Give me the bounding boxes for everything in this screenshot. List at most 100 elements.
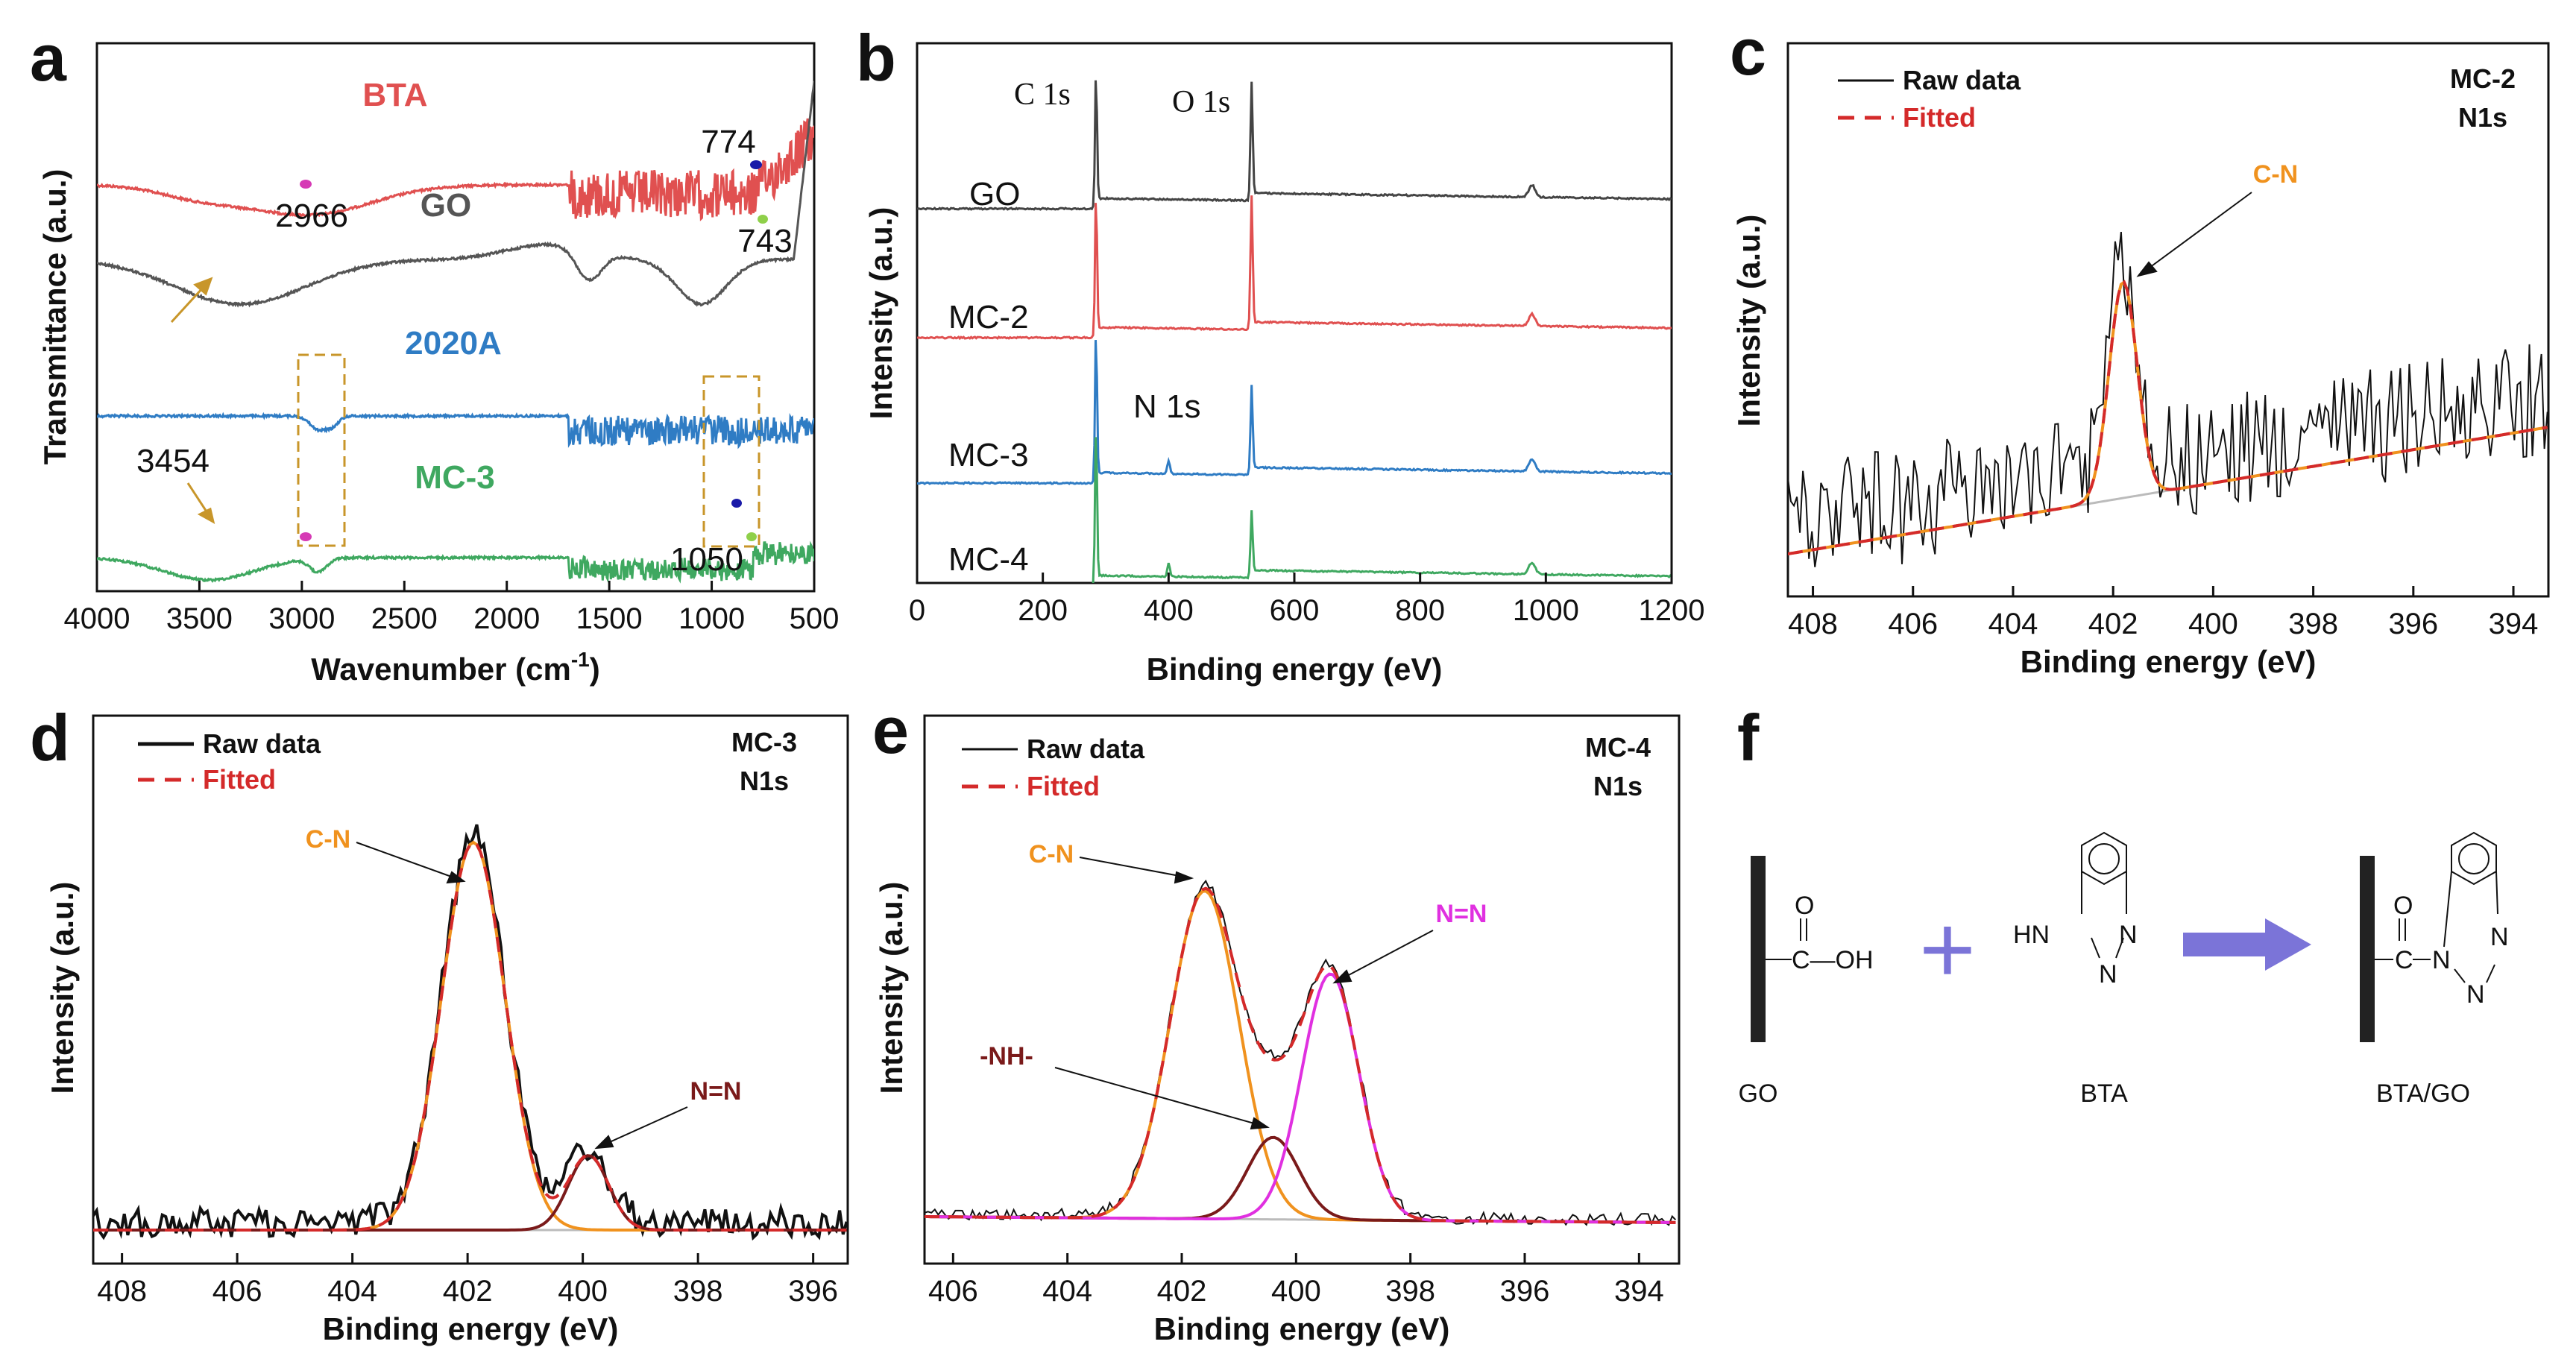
arrow-mc3-3454-head [197, 507, 215, 524]
peak-arrow-d-cn-head [446, 871, 466, 884]
legend-fit-label: Fitted [1903, 102, 1976, 133]
series-line-a-mc-3 [97, 540, 814, 584]
peak-arrow-d-nn [594, 1106, 688, 1150]
arrows-a [170, 277, 215, 524]
series-line-b-mc-4 [1092, 437, 1672, 583]
peak-label-e-nn: N=N [1436, 900, 1487, 928]
peak-arrow-e-cn [1079, 857, 1194, 884]
peak-arrow-d-cn [356, 842, 466, 884]
peak-arrow-e-nn [1332, 930, 1434, 984]
product-bond-left [2443, 871, 2452, 948]
y-axis-title-b: Intensity (a.u.) [863, 207, 898, 420]
bta-bond-hn-n [2091, 937, 2100, 959]
x-tick-label: 398 [673, 1275, 723, 1308]
x-tick-label: 404 [1988, 608, 2038, 640]
peak-arrow-c-line [2138, 192, 2252, 277]
x-tick-label: 3500 [166, 602, 233, 635]
x-tick-label: 406 [1888, 608, 1938, 640]
product-sheet [2360, 856, 2375, 1042]
x-axis-title-b: Binding energy (eV) [1147, 652, 1443, 687]
arrow-go-oh-head [193, 277, 213, 296]
x-axis-a: 4000 3500 3000 2500 2000 1500 1000 500 [64, 581, 840, 635]
series-label-bta: BTA [362, 77, 427, 113]
x-tick-label: 500 [790, 602, 840, 635]
peak-label-c-cn: C-N [2253, 160, 2298, 189]
y-axis-title-e: Intensity (a.u.) [874, 882, 909, 1094]
label-n1s: N 1s [1133, 388, 1200, 425]
raw-data-line-d [93, 824, 848, 1241]
x-tick-label: 402 [1157, 1275, 1207, 1308]
x-tick-label: 4000 [64, 602, 130, 635]
sample-label-c: MC-2 [2450, 63, 2516, 94]
region-label-d: N1s [740, 766, 789, 796]
x-tick-label: 396 [788, 1275, 838, 1308]
marker-2966-mc3 [300, 532, 312, 541]
peak-component-e-1 [925, 1135, 1676, 1224]
product-benzene-ring [2451, 831, 2497, 886]
x-tick-label: 406 [928, 1275, 978, 1308]
annotation-774: 774 [701, 124, 755, 160]
peak-arrow-d-nn-line [596, 1106, 688, 1149]
peak-arrow-e-nh [1054, 1067, 1270, 1130]
product-aromatic-circle [2458, 843, 2490, 874]
product-bta-ring [2443, 831, 2498, 983]
x-tick-label: 400 [2188, 608, 2238, 640]
panel-label-c: c [1730, 15, 1766, 89]
fitted-line-c [1788, 280, 2548, 555]
region-label-e: N1s [1593, 771, 1643, 801]
label-c1s: C 1s [1014, 78, 1071, 112]
panel-label-b: b [856, 21, 896, 95]
x-tick-label: 1000 [1513, 594, 1579, 627]
reaction-scheme: C—OH O GO + HN N N BTA C O [1739, 831, 2509, 1108]
x-tick-label: 400 [558, 1275, 608, 1308]
x-tick-label: 394 [2489, 608, 2539, 640]
go-label: GO [1739, 1079, 1778, 1108]
reaction-arrow-shaft [2183, 933, 2265, 956]
series-label-b-mc4: MC-4 [948, 541, 1029, 578]
peak-arrow-d-cn-line [356, 842, 465, 882]
product-c: C [2395, 946, 2413, 974]
region-label-c: N1s [2458, 102, 2507, 133]
spectra-e [925, 879, 1677, 1226]
x-axis-title-c: Binding energy (eV) [2021, 644, 2317, 679]
x-tick-label: 200 [1018, 594, 1068, 627]
series-label-2020a: 2020A [405, 325, 502, 362]
x-tick-label: 600 [1270, 594, 1320, 627]
label-o1s: O 1s [1172, 85, 1230, 119]
x-tick-label: 408 [1788, 608, 1838, 640]
peak-label-e-nh: -NH- [980, 1042, 1033, 1071]
cooh-oxygen: O [1795, 892, 1814, 920]
bta-molecule [2081, 831, 2127, 959]
legend-raw-label: Raw data [1903, 65, 2021, 95]
bta-n-bottom: N [2099, 960, 2117, 989]
x-tick-label: 396 [2388, 608, 2438, 640]
marker-774 [750, 160, 762, 169]
bta-label: BTA [2080, 1079, 2128, 1108]
product-bond-n-n [2454, 968, 2466, 983]
plot-frame-a [95, 42, 816, 593]
peak-arrow-e-nn-head [1332, 969, 1352, 984]
x-tick-label: 404 [1042, 1275, 1092, 1308]
legend-fit-label-d: Fitted [203, 764, 276, 795]
x-tick-label: 408 [97, 1275, 147, 1308]
peak-arrow-e-nh-head [1250, 1117, 1270, 1130]
legend-raw-label-d: Raw data [203, 728, 321, 759]
annotation-3454: 3454 [136, 443, 210, 479]
sample-label-e: MC-4 [1585, 732, 1651, 763]
x-tick-label: 400 [1271, 1275, 1321, 1308]
x-tick-label: 398 [1385, 1275, 1435, 1308]
marker-743-mc3 [746, 532, 757, 541]
x-axis-e: 406 404 402 400 398 396 394 [928, 1253, 1664, 1308]
product-bond-right [2495, 871, 2498, 915]
product-n-bottom: N [2466, 980, 2485, 1009]
legend-raw-label-e: Raw data [1027, 734, 1145, 764]
bta-benzene-ring [2081, 831, 2127, 886]
x-tick-label: 394 [1614, 1275, 1664, 1308]
x-axis-c: 408 406 404 402 400 398 396 394 [1788, 586, 2538, 640]
cooh-text: C—OH [1792, 946, 1874, 974]
go-sheet [1751, 856, 1766, 1042]
marker-774-mc3 [731, 499, 742, 508]
plot-frame-b [916, 42, 1673, 584]
peak-arrow-c [2136, 192, 2252, 277]
